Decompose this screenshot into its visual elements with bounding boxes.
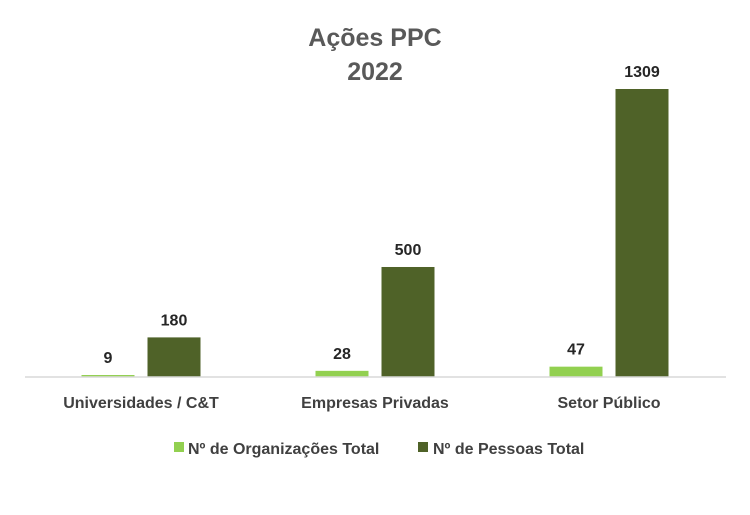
category-labels: Universidades / C&T Empresas Privadas Seto… <box>63 395 661 412</box>
bar-1-1 <box>381 266 435 377</box>
bar-1-2 <box>615 89 669 377</box>
bar-0-0 <box>81 375 135 377</box>
legend: Nº de Organizações Total Nº de Pessoas To… <box>174 441 584 458</box>
category-label: Empresas Privadas <box>301 395 449 412</box>
data-label: 180 <box>161 312 188 329</box>
legend-swatch <box>174 442 184 452</box>
data-label: 47 <box>567 342 585 359</box>
data-label: 28 <box>333 346 351 363</box>
bars-group: 9 28 47 180 500 1309 <box>81 64 669 377</box>
data-label: 1309 <box>624 64 660 81</box>
data-label: 500 <box>395 242 422 259</box>
chart-title: Ações PPC <box>308 24 441 52</box>
legend-swatch <box>418 442 428 452</box>
legend-label: Nº de Organizações Total <box>188 441 379 458</box>
category-label: Universidades / C&T <box>63 395 219 412</box>
category-label: Setor Público <box>557 395 660 412</box>
chart-subtitle: 2022 <box>347 58 403 86</box>
bar-1-0 <box>147 337 201 377</box>
data-label: 9 <box>104 350 113 367</box>
legend-label: Nº de Pessoas Total <box>433 441 584 458</box>
bar-0-1 <box>315 370 369 377</box>
bar-0-2 <box>549 366 603 377</box>
